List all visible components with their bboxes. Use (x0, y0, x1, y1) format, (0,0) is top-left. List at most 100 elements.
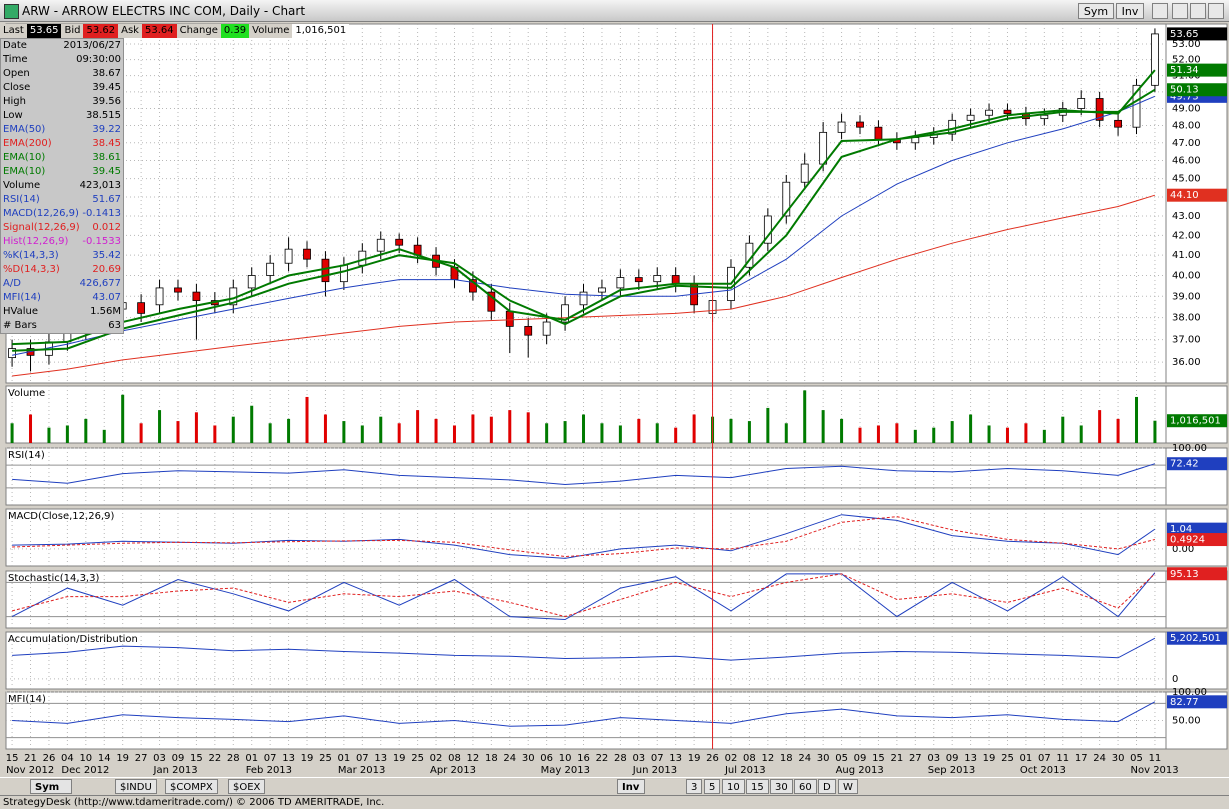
info-label: Hist(12,26,9) (3, 236, 69, 247)
x-tick-label: 25 (1001, 753, 1014, 764)
y-tick-label: 100.00 (1172, 443, 1207, 454)
interval-tab[interactable]: 10 (722, 779, 745, 794)
info-row: Hist(12,26,9) -0.1533 (1, 235, 123, 249)
last-value-label: 95.13 (1170, 569, 1199, 580)
interval-tab[interactable]: 3 (686, 779, 703, 794)
x-tick-label: 11 (1149, 753, 1162, 764)
candle-body (505, 310, 514, 327)
info-row: RSI(14) 51.67 (1, 193, 123, 207)
candle-body (579, 291, 588, 306)
interval-tab[interactable]: W (838, 779, 858, 794)
last-value-box (1167, 567, 1227, 581)
info-value: 39.56 (92, 96, 121, 107)
x-tick-label: 25 (411, 753, 424, 764)
volume-bar (1153, 420, 1157, 443)
x-tick-label: 16 (577, 753, 590, 764)
info-row: Close 39.45 (1, 81, 123, 95)
volume-bar (452, 425, 456, 443)
volume-bar (803, 390, 807, 443)
y-tick-label: 100.00 (1172, 687, 1207, 698)
close-button[interactable] (1208, 3, 1224, 19)
symbol-tab[interactable]: $INDU (115, 779, 157, 794)
interval-button[interactable]: Inv (617, 779, 645, 794)
info-row: HValue 1.56M (1, 305, 123, 319)
bottom-bar: Sym $INDU $COMPX $OEX Inv 3 5 10 15 30 6… (0, 777, 1229, 795)
last-value-box (1167, 27, 1227, 41)
info-label: HValue (3, 306, 38, 317)
panel-title: MACD(Close,12,26,9) (8, 511, 114, 522)
info-value: 39.22 (92, 124, 121, 135)
x-tick-label: 13 (282, 753, 295, 764)
volume-bar (674, 427, 678, 443)
restore-button[interactable] (1152, 3, 1168, 19)
symbol-button[interactable]: Sym (30, 779, 72, 794)
last-value-label: 50.13 (1170, 85, 1199, 96)
info-label: %D(14,3,3) (3, 264, 60, 275)
title-bar: ARW - ARROW ELECTRS INC COM, Daily - Cha… (0, 0, 1229, 22)
indicator-line (12, 194, 1156, 377)
symbol-tab[interactable]: $OEX (228, 779, 266, 794)
volume-bar (1098, 410, 1102, 443)
info-row: EMA(200) 38.45 (1, 137, 123, 151)
info-rows: Date 2013/06/27 Time 09:30:00 Open 38.67 Close… (0, 38, 124, 334)
volume-bar (287, 418, 291, 443)
volume-bar (10, 423, 14, 443)
maximize-button[interactable] (1190, 3, 1206, 19)
x-tick-label: 30 (817, 753, 830, 764)
volume-bar (102, 429, 106, 443)
interval-tab[interactable]: 5 (704, 779, 721, 794)
y-tick-label: 53.00 (1172, 39, 1201, 50)
info-label: High (3, 96, 26, 107)
last-value-label: 72.42 (1170, 459, 1199, 470)
month-label: Feb 2013 (246, 765, 292, 776)
y-tick-label: 40.00 (1172, 270, 1201, 281)
volume-bar (876, 425, 880, 443)
indicator-line (12, 69, 1156, 346)
info-row: Volume 423,013 (1, 179, 123, 193)
x-tick-label: 06 (540, 753, 553, 764)
minimize-button[interactable] (1172, 3, 1188, 19)
x-tick-label: 30 (1112, 753, 1125, 764)
interval-tab[interactable]: 60 (794, 779, 817, 794)
sym-button[interactable]: Sym (1078, 3, 1114, 19)
interval-tab[interactable]: 15 (746, 779, 769, 794)
info-value: 39.45 (92, 166, 121, 177)
x-tick-label: 15 (190, 753, 203, 764)
x-tick-label: 13 (964, 753, 977, 764)
info-label: Date (3, 40, 27, 51)
x-tick-label: 30 (522, 753, 535, 764)
volume-bar (1005, 427, 1009, 443)
x-tick-label: 18 (780, 753, 793, 764)
x-tick-label: 22 (208, 753, 221, 764)
month-label: Jul 2013 (724, 765, 766, 776)
info-value: 38.67 (92, 68, 121, 79)
info-value: -0.1413 (82, 208, 121, 219)
x-tick-label: 24 (1093, 753, 1106, 764)
x-tick-label: 19 (983, 753, 996, 764)
x-tick-label: 19 (688, 753, 701, 764)
month-label: Oct 2013 (1020, 765, 1066, 776)
candle-body (634, 277, 643, 283)
inv-button[interactable]: Inv (1116, 3, 1144, 19)
x-tick-label: 01 (245, 753, 258, 764)
info-row: %K(14,3,3) 35.42 (1, 249, 123, 263)
candle-body (524, 325, 533, 336)
info-label: EMA(200) (3, 138, 52, 149)
volume-bar (1135, 396, 1139, 443)
volume-bar (932, 427, 936, 443)
indicator-line (12, 516, 1156, 558)
interval-tab[interactable]: 30 (770, 779, 793, 794)
last-value-box (1167, 457, 1227, 471)
last-value-box (1167, 414, 1227, 428)
volume-bar (158, 410, 162, 443)
quote-label: Last (3, 25, 24, 36)
y-tick-label: 52.00 (1172, 55, 1201, 66)
volume-bar (582, 414, 586, 443)
y-tick-label: 37.00 (1172, 335, 1201, 346)
symbol-tab[interactable]: $COMPX (165, 779, 218, 794)
info-value: 426,677 (79, 278, 121, 289)
quote-label: Volume (252, 25, 290, 36)
x-tick-label: 18 (485, 753, 498, 764)
interval-tab[interactable]: D (818, 779, 836, 794)
candle-body (376, 238, 385, 252)
